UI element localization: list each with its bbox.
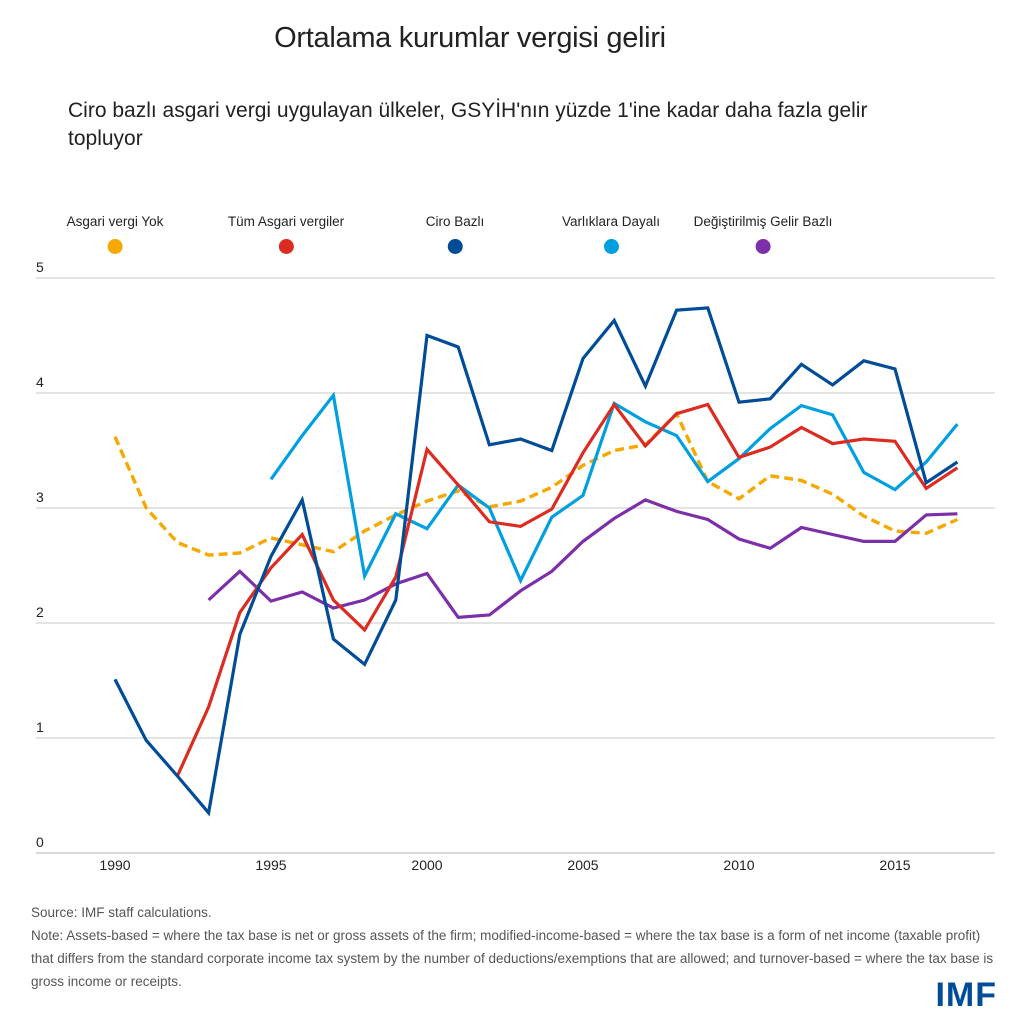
- legend-dot-icon: [603, 239, 619, 254]
- y-tick-label: 4: [36, 374, 44, 390]
- x-tick-label: 2010: [723, 857, 754, 873]
- note-text: Note: Assets-based = where the tax base …: [31, 928, 994, 989]
- x-tick-label: 2005: [567, 857, 598, 873]
- legend-item-no-minimum-tax: Asgari vergi Yok: [66, 214, 164, 254]
- line-chart: 0 1 2 3 4 5 1990 1995 2000 2005 2010 2015: [36, 259, 995, 873]
- x-tick-label: 1995: [255, 857, 286, 873]
- legend-label: Asgari vergi Yok: [66, 214, 164, 229]
- footer: Source: IMF staff calculations. Note: As…: [31, 901, 1006, 993]
- y-tick-label: 5: [36, 259, 44, 275]
- series-line-3: [269, 391, 959, 585]
- y-tick-label: 0: [36, 834, 44, 850]
- x-tick-label: 2015: [879, 857, 910, 873]
- chart-subtitle: Ciro bazlı asgari vergi uygulayan ülkele…: [68, 99, 868, 150]
- legend-label: Değiştirilmiş Gelir Bazlı: [693, 214, 833, 229]
- series-line-2: [113, 306, 959, 817]
- source-text: Source: IMF staff calculations.: [31, 905, 212, 920]
- chart-title: Ortalama kurumlar vergisi geliri: [274, 22, 666, 54]
- legend-dot-icon: [447, 239, 463, 254]
- legend-dot-icon: [278, 239, 294, 254]
- legend-label: Varlıklara Dayalı: [561, 214, 661, 229]
- imf-logo: IMF: [935, 976, 997, 1014]
- y-tick-label: 1: [36, 719, 44, 735]
- legend-item-assets-based: Varlıklara Dayalı: [562, 214, 660, 254]
- series-line-4: [207, 498, 958, 619]
- legend-item-modified-income-based: Değiştirilmiş Gelir Bazlı: [693, 214, 833, 254]
- x-tick-label: 1990: [99, 857, 130, 873]
- legend-label: Tüm Asgari vergiler: [227, 214, 345, 229]
- x-axis-ticks: 1990 1995 2000 2005 2010 2015: [99, 857, 910, 873]
- legend-dot-icon: [107, 239, 123, 254]
- x-tick-label: 2000: [411, 857, 442, 873]
- series-lines: [113, 306, 959, 817]
- legend-label: Ciro Bazlı: [425, 214, 485, 229]
- legend-item-all-minimum-taxes: Tüm Asgari vergiler: [228, 214, 344, 254]
- y-axis-ticks: 0 1 2 3 4 5: [36, 259, 44, 850]
- y-tick-label: 3: [36, 489, 44, 505]
- series-line-0: [113, 410, 959, 557]
- legend-item-turnover-based: Ciro Bazlı: [425, 214, 485, 254]
- series-line-1: [175, 401, 959, 777]
- y-tick-label: 2: [36, 604, 44, 620]
- legend-dot-icon: [755, 239, 771, 254]
